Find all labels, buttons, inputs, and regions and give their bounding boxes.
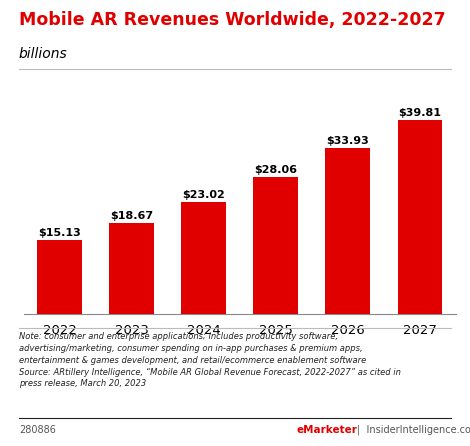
Text: $18.67: $18.67 (110, 211, 153, 221)
Text: $28.06: $28.06 (254, 165, 297, 175)
Bar (109, 223, 154, 314)
Bar (181, 202, 226, 314)
Text: $33.93: $33.93 (327, 136, 369, 146)
Text: Note: consumer and enterprise applications; includes productivity software,
adve: Note: consumer and enterprise applicatio… (19, 332, 400, 388)
Text: $23.02: $23.02 (182, 190, 225, 200)
Bar (37, 240, 82, 314)
Text: $39.81: $39.81 (399, 107, 441, 118)
Bar (253, 177, 298, 314)
Text: 280886: 280886 (19, 425, 55, 434)
Text: |  InsiderIntelligence.com: | InsiderIntelligence.com (357, 425, 470, 435)
Bar (398, 120, 442, 314)
Text: eMarketer: eMarketer (296, 425, 357, 434)
Text: Mobile AR Revenues Worldwide, 2022-2027: Mobile AR Revenues Worldwide, 2022-2027 (19, 11, 446, 29)
Bar (325, 149, 370, 314)
Text: billions: billions (19, 47, 68, 61)
Text: $15.13: $15.13 (38, 228, 81, 239)
